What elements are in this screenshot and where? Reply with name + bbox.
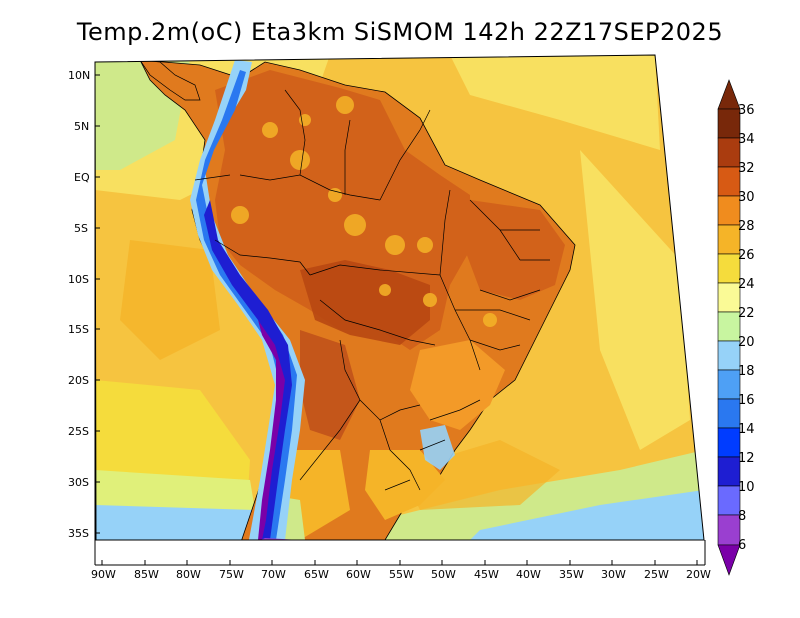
colorbar-arrow-top xyxy=(717,79,741,110)
lon-label-80w: 80W xyxy=(176,568,201,581)
lon-label-55w: 55W xyxy=(389,568,414,581)
lon-label-25w: 25W xyxy=(644,568,669,581)
lon-label-35w: 35W xyxy=(559,568,584,581)
ocean-patch-1 xyxy=(120,240,220,360)
central-america-land xyxy=(139,59,201,101)
colorbar-swatch-8 xyxy=(717,514,741,546)
ocean-cold-south-pacific xyxy=(95,505,260,540)
hot-region-central xyxy=(300,260,430,345)
lat-label-eq: EQ xyxy=(74,171,90,184)
colorbar-label-14: 14 xyxy=(738,422,755,437)
colorbar-label-34: 34 xyxy=(738,132,755,147)
lon-label-65w: 65W xyxy=(304,568,329,581)
lon-label-75w: 75W xyxy=(219,568,244,581)
ocean-east-atlantic xyxy=(580,150,690,450)
lon-label-50w: 50W xyxy=(431,568,456,581)
lon-label-45w: 45W xyxy=(474,568,499,581)
colorbar-swatch-14 xyxy=(717,427,741,458)
ocean-cold-south-atlantic xyxy=(470,490,704,540)
colorbar-label-18: 18 xyxy=(738,364,755,379)
colorbar-label-36: 36 xyxy=(738,103,755,118)
colorbar-swatch-30 xyxy=(717,195,741,226)
colorbar-label-12: 12 xyxy=(738,451,755,466)
lat-label-20s: 20S xyxy=(68,374,89,387)
map-title: Temp.2m(oC) Eta3km SiSMOM 142h 22Z17SEP2… xyxy=(76,18,724,46)
lon-label-20w: 20W xyxy=(686,568,711,581)
lat-label-10s: 10S xyxy=(68,273,89,286)
mild-region-south xyxy=(365,450,445,520)
lon-label-90w: 90W xyxy=(91,568,116,581)
colorbar-label-8: 8 xyxy=(738,509,747,524)
lat-label-30s: 30S xyxy=(68,476,89,489)
colorbar-swatch-28 xyxy=(717,224,741,255)
colorbar-swatch-18 xyxy=(717,369,741,400)
lon-label-30w: 30W xyxy=(601,568,626,581)
colorbar-label-30: 30 xyxy=(738,190,755,205)
lat-label-35s: 35S xyxy=(68,527,89,540)
colorbar-swatch-36 xyxy=(717,108,741,139)
lat-ticks xyxy=(95,74,100,534)
colorbar-label-22: 22 xyxy=(738,306,755,321)
lon-label-60w: 60W xyxy=(346,568,371,581)
lon-ticks xyxy=(101,560,698,565)
colorbar-swatch-10 xyxy=(717,485,741,516)
colorbar-label-32: 32 xyxy=(738,161,755,176)
colorbar-label-28: 28 xyxy=(738,219,755,234)
hot-region-chaco xyxy=(300,330,360,440)
lat-label-5n: 5N xyxy=(74,120,90,133)
colorbar-swatch-16 xyxy=(717,398,741,429)
lat-label-15s: 15S xyxy=(68,323,89,336)
colorbar-label-26: 26 xyxy=(738,248,755,263)
temperature-field xyxy=(95,55,704,540)
lon-label-70w: 70W xyxy=(261,568,286,581)
country-borders xyxy=(194,89,550,491)
colorbar-swatch-24 xyxy=(717,282,741,313)
colorbar-label-10: 10 xyxy=(738,480,755,495)
colorbar-arrow-bottom xyxy=(717,544,741,576)
colorbar xyxy=(717,79,741,576)
lon-label-85w: 85W xyxy=(134,568,159,581)
colorbar-label-16: 16 xyxy=(738,393,755,408)
colorbar-swatch-20 xyxy=(717,340,741,371)
lon-label-40w: 40W xyxy=(516,568,541,581)
hot-region-northeast xyxy=(465,200,565,300)
ocean-north-atlantic xyxy=(450,55,660,150)
colorbar-swatch-26 xyxy=(717,253,741,284)
lat-label-5s: 5S xyxy=(74,222,88,235)
map-frame xyxy=(94,54,705,541)
ocean-patch-2 xyxy=(400,440,560,510)
cool-region-serra xyxy=(420,425,455,470)
colorbar-label-24: 24 xyxy=(738,277,755,292)
lat-label-25s: 25S xyxy=(68,425,89,438)
colorbar-swatch-12 xyxy=(717,456,741,487)
colorbar-swatch-34 xyxy=(717,137,741,168)
colorbar-swatch-22 xyxy=(717,311,741,342)
colorbar-label-6: 6 xyxy=(738,538,747,553)
colorbar-swatch-32 xyxy=(717,166,741,197)
andes-cold-band xyxy=(190,60,380,540)
lat-label-10n: 10N xyxy=(68,69,91,82)
colorbar-label-20: 20 xyxy=(738,335,755,350)
warm-spots xyxy=(231,96,497,327)
mild-region-southeast xyxy=(410,340,505,430)
